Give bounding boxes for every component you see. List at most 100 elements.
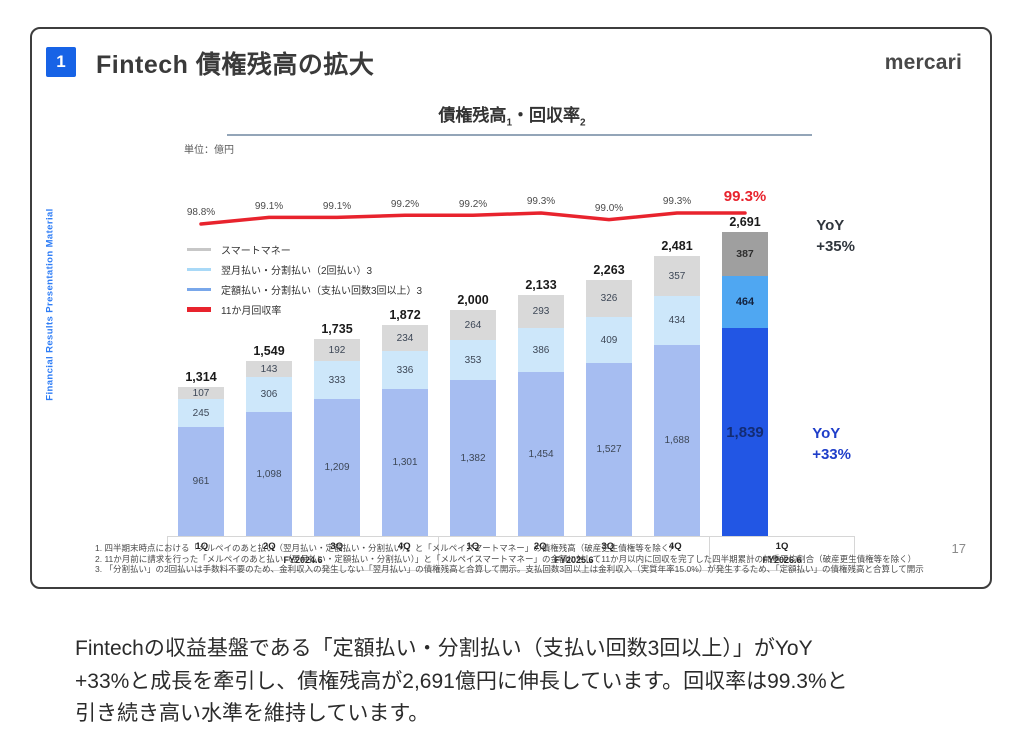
bar-segment: 961 bbox=[178, 427, 224, 537]
bar-total-label: 2,000 bbox=[457, 293, 489, 308]
bar-segment-value: 1,688 bbox=[664, 435, 690, 447]
footnotes: 1. 四半期末時点における「メルペイのあと払い（翌月払い・定額払い・分割払い）」… bbox=[95, 543, 975, 575]
bar-segment-value: 353 bbox=[464, 354, 482, 366]
legend-item-label: スマートマネー bbox=[221, 246, 291, 258]
axis-quarter-label: 3Q bbox=[601, 541, 615, 553]
bar-segment-value: 143 bbox=[260, 363, 278, 375]
page-number: 17 bbox=[951, 541, 966, 556]
bar-segment-value: 434 bbox=[668, 315, 686, 327]
chart-block: 債権残高1・回収率2 単位：億円 98.8% 99.1% 99.1% 99.2% 99.… bbox=[167, 101, 857, 572]
bar-segment-value: 1,301 bbox=[392, 457, 418, 469]
legend-swatch bbox=[187, 288, 211, 292]
bar-segment-value: 357 bbox=[668, 270, 686, 282]
collection-rate-value: 99.3% bbox=[662, 196, 692, 208]
bar-segment-value: 464 bbox=[735, 296, 755, 309]
bar-stack: 326 409 1,527 bbox=[586, 280, 632, 537]
bar-column: 1,872 234 336 1,301 bbox=[371, 308, 439, 537]
slide-number-badge: 1 bbox=[46, 47, 76, 77]
bar-column: 2,691 387 464 1,839 bbox=[711, 215, 779, 537]
bar-segment: 333 bbox=[314, 361, 360, 400]
collection-rate-value: 99.1% bbox=[254, 200, 284, 212]
collection-rate-value: 99.1% bbox=[322, 200, 352, 212]
bar-segment: 192 bbox=[314, 339, 360, 362]
collection-rate-value: 99.2% bbox=[458, 198, 488, 210]
bar-segment: 293 bbox=[518, 295, 564, 329]
bar-column: 1,314 107 245 961 bbox=[167, 370, 235, 537]
unit-label: 単位：億円 bbox=[184, 145, 234, 156]
summary-line-2: +33%と成長を牽引し、債権残高が2,691億円に伸長しています。回収率は99.… bbox=[75, 669, 848, 693]
legend-item-label: 翌月払い・分割払い（2回払い）3 bbox=[221, 266, 373, 278]
bar-segment-value: 107 bbox=[192, 387, 210, 399]
bar-stack: 387 464 1,839 bbox=[722, 232, 768, 537]
yoy-installment-label: YoY bbox=[812, 425, 841, 443]
bar-column: 2,481 357 434 1,688 bbox=[643, 239, 711, 537]
bar-segment-value: 293 bbox=[532, 306, 550, 318]
chart-title-rule bbox=[227, 134, 812, 137]
bar-total-label: 1,735 bbox=[321, 322, 353, 337]
collection-rate-value: 99.3% bbox=[526, 196, 556, 208]
bar-column: 1,735 192 333 1,209 bbox=[303, 322, 371, 537]
collection-rate-zone: 98.8% 99.1% 99.1% 99.2% 99.2% 99.3% 99.0% 99.3%… bbox=[167, 170, 779, 232]
bar-stack: 143 306 1,098 bbox=[246, 361, 292, 537]
bar-total-label: 2,481 bbox=[661, 239, 693, 254]
axis-quarter-label: 1Q bbox=[195, 541, 209, 553]
bar-stack: 264 353 1,382 bbox=[450, 310, 496, 537]
side-watermark-label: Financial Results Presentation Material bbox=[44, 208, 56, 401]
bar-column: 2,133 293 386 1,454 bbox=[507, 278, 575, 537]
bar-segment: 143 bbox=[246, 361, 292, 378]
axis-group: 1Q 2Q 3Q 4Q FY2025.6 bbox=[438, 536, 710, 572]
bar-total-label: 2,263 bbox=[593, 263, 625, 278]
bar-segment: 336 bbox=[382, 351, 428, 390]
bar-total-label: 1,314 bbox=[185, 370, 217, 385]
bar-segment: 1,209 bbox=[314, 399, 360, 537]
bar-segment-value: 1,098 bbox=[256, 468, 282, 480]
bar-segment: 357 bbox=[654, 256, 700, 297]
legend-swatch bbox=[187, 268, 211, 272]
collection-rate-value: 99.0% bbox=[594, 202, 624, 214]
axis-quarter-label: 1Q bbox=[775, 541, 789, 553]
chart-title-part1: 債権残高 bbox=[438, 106, 507, 125]
axis-quarter-label: 1Q bbox=[466, 541, 480, 553]
bar-total-label: 2,691 bbox=[729, 215, 761, 230]
chart-title-part2: 回収率 bbox=[529, 106, 580, 125]
bar-total-label: 1,872 bbox=[389, 308, 421, 323]
yoy-installment-value: +33% bbox=[812, 445, 851, 463]
bar-segment-value: 1,527 bbox=[596, 444, 622, 456]
axis-fiscal-year-label: FY2025.6 bbox=[554, 555, 594, 566]
bar-segment: 264 bbox=[450, 310, 496, 341]
bar-segment-value: 1,839 bbox=[726, 423, 764, 441]
bar-stack: 234 336 1,301 bbox=[382, 325, 428, 537]
chart-title-footnote1: 1 bbox=[506, 117, 512, 129]
legend-item: 11か月回収率 bbox=[187, 302, 422, 317]
bar-stack: 192 333 1,209 bbox=[314, 339, 360, 537]
bar-total-label: 2,133 bbox=[525, 278, 557, 293]
bar-segment: 326 bbox=[586, 280, 632, 318]
bar-segment-value: 409 bbox=[600, 334, 618, 346]
bar-segment: 306 bbox=[246, 377, 292, 413]
bar-segment: 1,098 bbox=[246, 412, 292, 537]
footnote-2: 2. 11か月前に請求を行った「メルペイのあと払い（翌月払い・定額払い・分割払い… bbox=[95, 553, 917, 564]
yoy-installment-annotation: YoY +33% bbox=[812, 424, 851, 465]
legend-item: スマートマネー bbox=[187, 242, 422, 257]
mercari-logo: mercari bbox=[884, 51, 962, 74]
slide-title: Fintech 債権残高の拡大 bbox=[96, 51, 375, 79]
bar-segment: 1,301 bbox=[382, 389, 428, 537]
bar-segment: 353 bbox=[450, 340, 496, 381]
bar-total-label: 1,549 bbox=[253, 344, 285, 359]
bar-segment-value: 1,209 bbox=[324, 462, 350, 474]
legend-item: 翌月払い・分割払い（2回払い）3 bbox=[187, 262, 422, 277]
bar-segment: 434 bbox=[654, 296, 700, 346]
yoy-total-value: +35% bbox=[816, 237, 855, 255]
bar-segment: 1,382 bbox=[450, 380, 496, 537]
bar-segment-value: 333 bbox=[328, 374, 346, 386]
bar-segment-value: 306 bbox=[260, 389, 278, 401]
footnote-3: 3. 「分割払い」の2回払いは手数料不要のため、金利収入の発生しない「翌月払い」… bbox=[95, 564, 924, 575]
bar-segment: 245 bbox=[178, 399, 224, 428]
bar-column: 1,549 143 306 1,098 bbox=[235, 344, 303, 537]
chart-legend: スマートマネー 翌月払い・分割払い（2回払い）3 定額払い・分割払い（支払い回数3回… bbox=[187, 242, 422, 322]
bar-segment-value: 326 bbox=[600, 293, 618, 305]
summary-text: Fintechの収益基盤である「定額払い・分割払い（支払い回数3回以上）」がYo… bbox=[75, 633, 975, 731]
bar-segment-value: 234 bbox=[396, 332, 414, 344]
collection-rate-line bbox=[199, 211, 747, 227]
legend-swatch bbox=[187, 248, 211, 252]
